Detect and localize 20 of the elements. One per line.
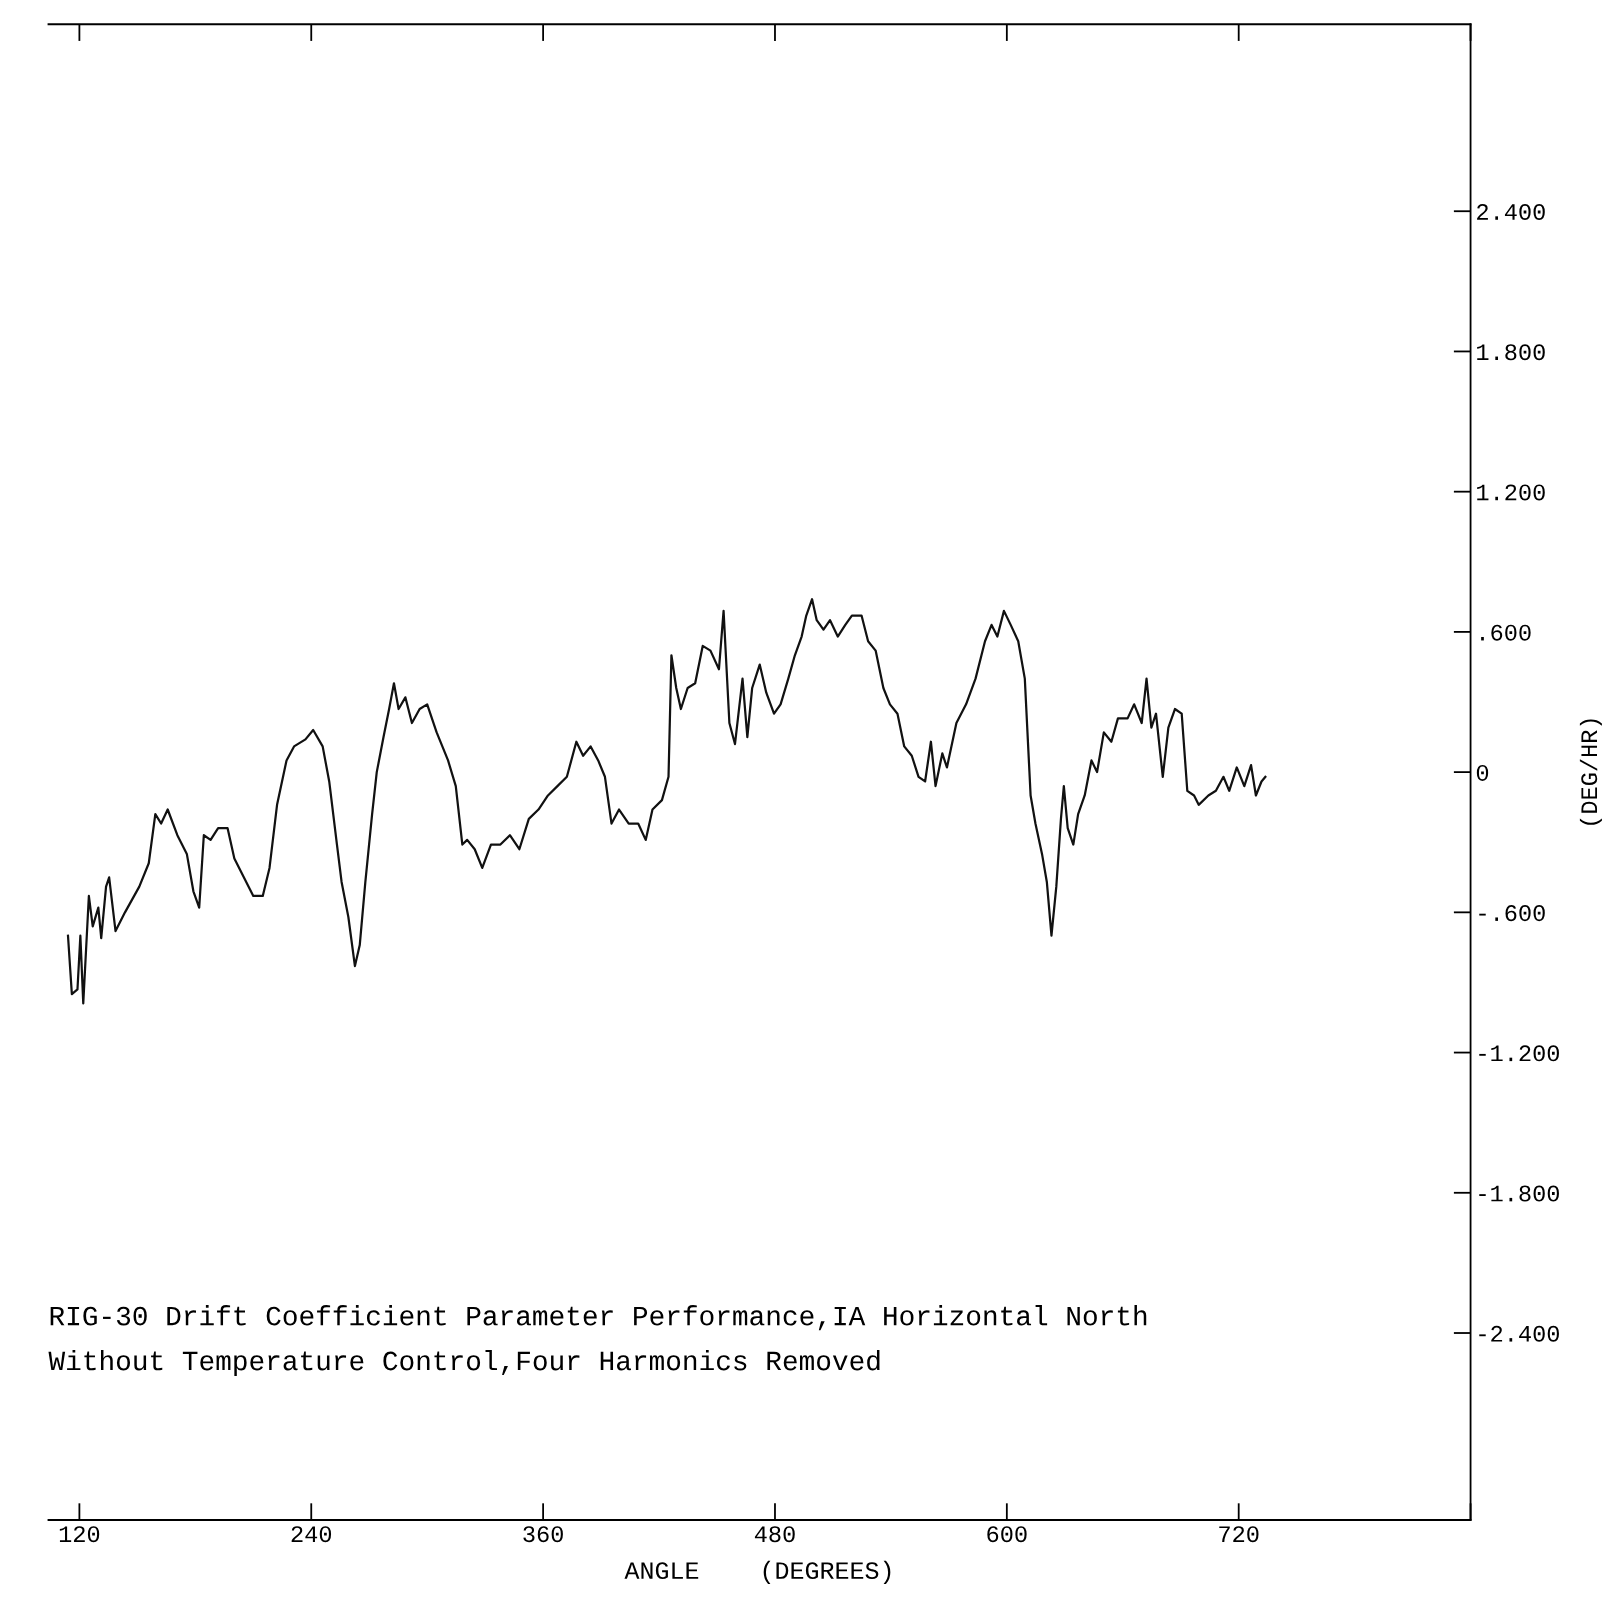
x-tick-label: 480	[754, 1526, 795, 1543]
x-tick-label: 240	[291, 1526, 332, 1543]
y-axis-title: (DEG/HR)	[1579, 719, 1602, 825]
line-series	[66, 598, 1267, 1005]
y-tick-label: -1.800	[1479, 1185, 1559, 1202]
x-tick-label: 360	[523, 1526, 563, 1543]
text: RIG-30 Drift Coefficient Parameter Performance,IA Horizontal North	[50, 1305, 1147, 1331]
y-tick-label: -2.400	[1479, 1325, 1559, 1342]
y-tick-label: -1.200	[1479, 1045, 1559, 1062]
y-tick-label: 0	[1476, 764, 1489, 781]
x-tick-label: 600	[987, 1526, 1027, 1543]
text: Without Temperature Control,Four Harmonics Removed	[48, 1349, 880, 1376]
x-tick-label: 720	[1219, 1526, 1259, 1543]
x-axis-title: ANGLE (DEGREES)	[624, 1560, 891, 1585]
y-tick-label: 1.800	[1477, 344, 1545, 361]
y-tick-label: -.600	[1479, 905, 1545, 922]
y-tick-label: 1.200	[1477, 484, 1545, 501]
x-tick-label: 120	[59, 1526, 100, 1543]
y-tick-label: .600	[1481, 624, 1531, 641]
y-tick-label: 2.400	[1477, 203, 1545, 221]
